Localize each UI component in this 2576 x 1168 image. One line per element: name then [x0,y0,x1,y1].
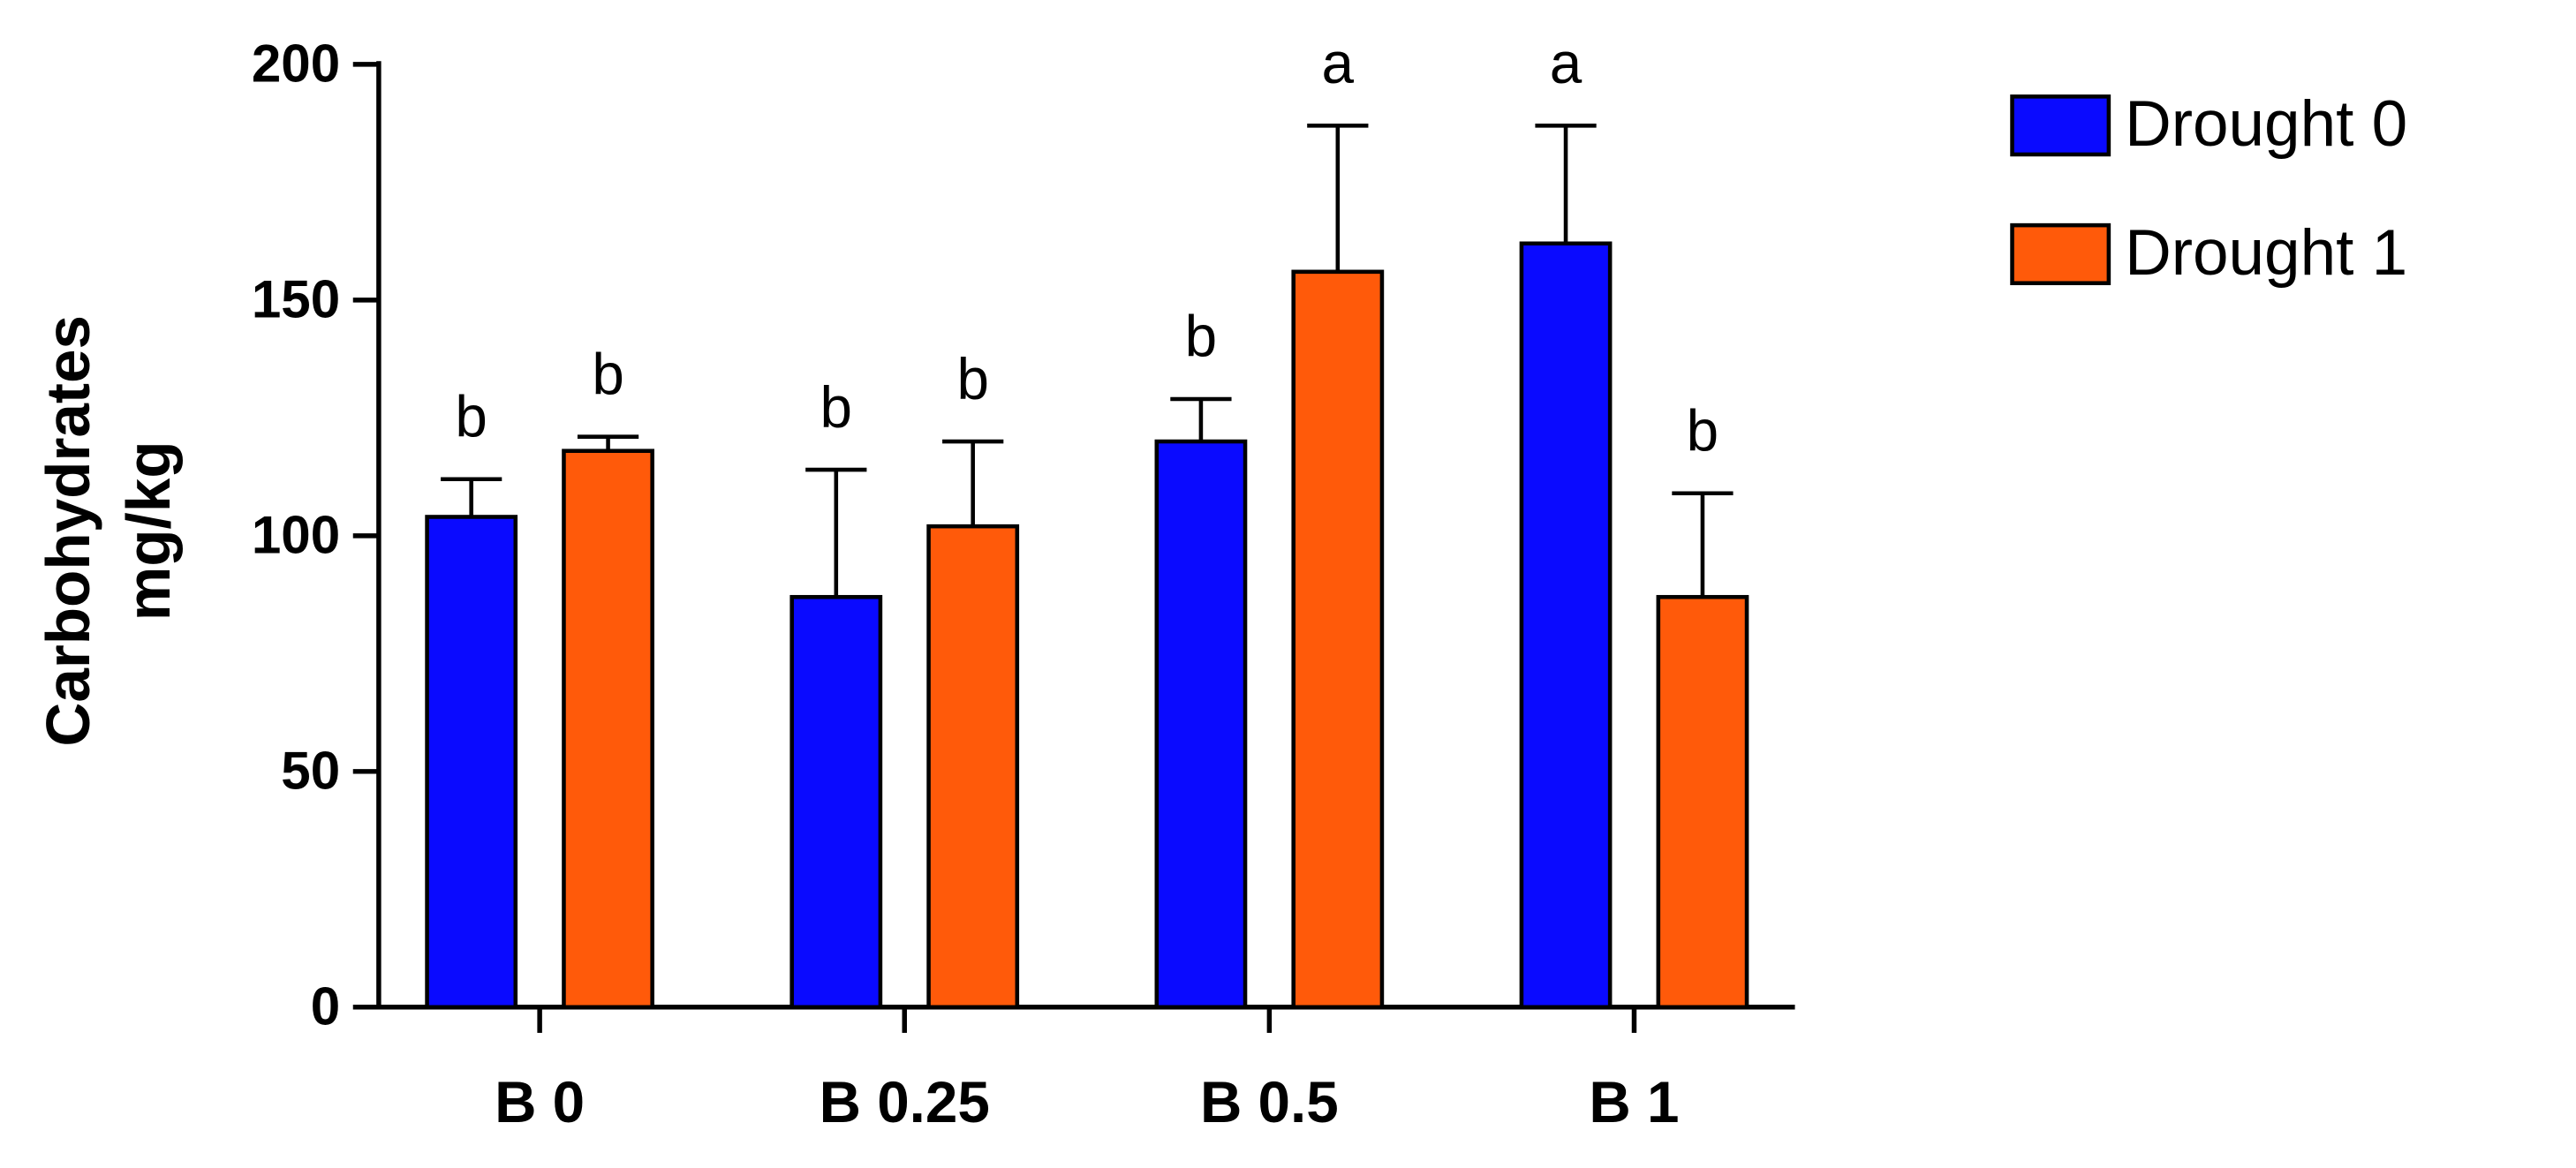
bar [425,515,518,1010]
bar [1291,269,1385,1010]
bar [789,594,883,1010]
significance-letter: a [1550,31,1583,95]
x-tick-label: B 1 [1589,1070,1679,1134]
significance-letter: b [592,342,623,406]
significance-letter: b [820,375,852,440]
bar [1519,241,1613,1010]
y-tick-label: 50 [281,741,340,800]
x-tick-label: B 0 [495,1070,585,1134]
significance-letter: a [1322,31,1355,95]
x-tick-label: B 0.5 [1200,1070,1339,1134]
bar [926,524,1020,1010]
y-tick-label: 150 [252,269,340,328]
x-tick-label: B 0.25 [820,1070,990,1134]
y-axis-label: Carbohydrates [34,315,102,747]
legend-swatch [2010,94,2111,157]
y-tick-label: 100 [252,505,340,564]
bar [1154,439,1248,1010]
significance-letter: b [1687,399,1719,463]
y-tick-label: 0 [311,976,340,1036]
significance-letter: b [455,384,487,448]
significance-letter: b [1185,305,1217,369]
legend-label: Drought 1 [2125,217,2407,289]
significance-letter: b [956,347,988,411]
legend-swatch [2010,222,2111,286]
legend-label: Drought 0 [2125,88,2407,160]
y-axis-label: mg/kg [114,441,183,621]
y-tick-label: 200 [252,34,340,93]
bar [562,448,654,1010]
bar [1656,594,1749,1010]
